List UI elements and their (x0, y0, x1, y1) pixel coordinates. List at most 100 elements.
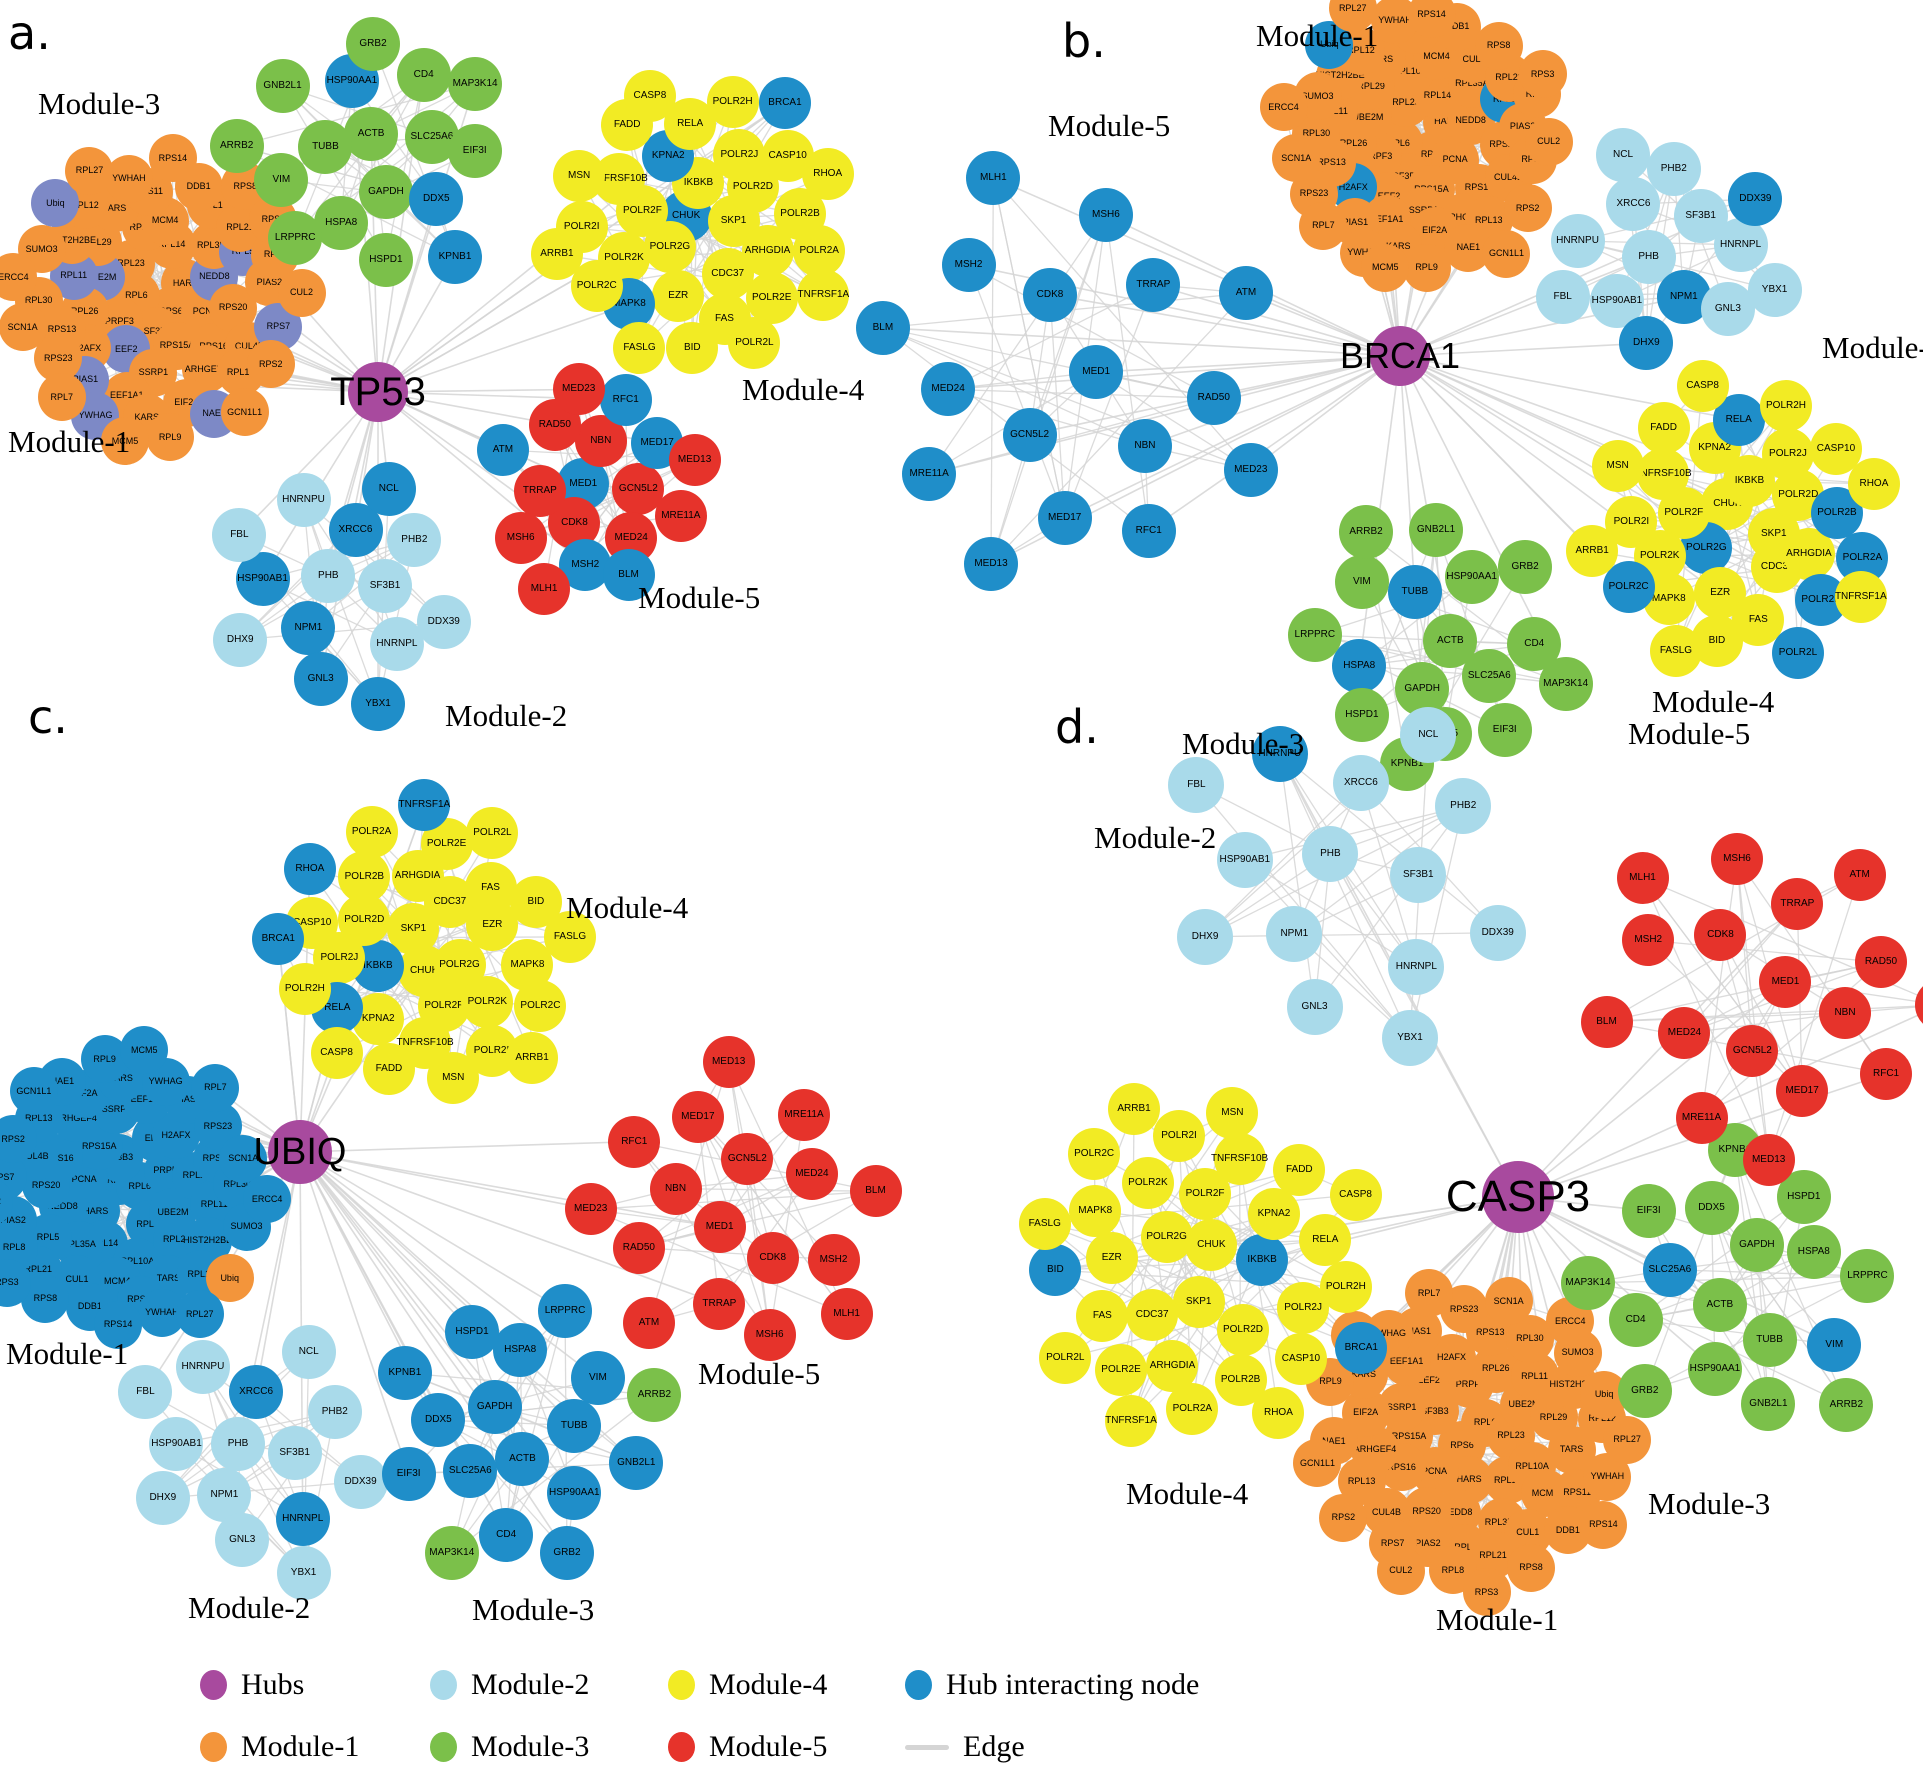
legend-swatch-module-5 (668, 1732, 695, 1762)
edge (1683, 904, 1798, 1034)
edge (1279, 753, 1411, 1039)
legend-item: Module-2 (430, 1668, 589, 1702)
legend-swatch-module-3 (430, 1732, 457, 1762)
edge (1204, 782, 1362, 938)
edge (1244, 859, 1417, 968)
legend-label: Module-5 (709, 1730, 828, 1763)
legend-item: Module-4 (668, 1668, 827, 1702)
edge (377, 388, 579, 393)
edge (1314, 634, 1490, 677)
legend-swatch-module-2 (430, 1670, 457, 1700)
legend-label: Edge (963, 1730, 1025, 1763)
panel-letter: a. (8, 6, 51, 60)
edge (1719, 934, 1803, 1092)
edge (1738, 419, 1759, 621)
edge (299, 1151, 410, 1474)
edge (469, 1310, 566, 1472)
edge (385, 74, 425, 260)
edge (299, 1151, 591, 1211)
edge (299, 1151, 473, 1333)
edge (1606, 961, 1882, 1023)
legend-item: Module-1 (200, 1730, 359, 1764)
edge (1399, 342, 1647, 357)
legend-label: Hubs (241, 1668, 305, 1701)
legend-item: Edge (905, 1730, 1025, 1764)
legend-item: Hub interacting node (905, 1668, 1199, 1702)
edge (281, 85, 387, 261)
edge (1648, 939, 1882, 964)
edge (1148, 355, 1401, 532)
edge (1105, 215, 1150, 531)
legend-label: Hub interacting node (946, 1668, 1200, 1701)
edge (990, 177, 994, 565)
legend-item: Module-5 (668, 1730, 827, 1764)
legend-label: Module-1 (241, 1730, 360, 1763)
edge (990, 292, 1247, 565)
edge (882, 327, 1252, 471)
edge (1205, 932, 1498, 938)
edge (1409, 806, 1464, 1039)
edge (1399, 355, 1452, 642)
edge (1029, 215, 1107, 435)
edge (1399, 256, 1649, 357)
edge (928, 355, 1401, 475)
edge (1360, 782, 1417, 968)
edge (1517, 981, 1786, 1198)
edge (638, 1113, 805, 1249)
edge (1714, 447, 1759, 621)
edge (992, 177, 1066, 519)
edge (1250, 355, 1401, 471)
legend-label: Module-2 (471, 1668, 590, 1701)
edge (299, 1151, 720, 1305)
edge (1517, 1196, 1716, 1370)
edge (728, 1062, 771, 1335)
edge (299, 1151, 599, 1380)
network-node: SCN1A (0, 303, 47, 352)
edge (1399, 355, 1593, 552)
edge (967, 264, 1066, 519)
legend-label: Module-3 (471, 1730, 590, 1763)
legend-swatch-hub-interacting-node (905, 1670, 932, 1700)
edge (255, 1151, 301, 1392)
edge (1711, 1207, 1835, 1346)
edge (1049, 293, 1401, 357)
edge (299, 1151, 575, 1427)
edge (1517, 1012, 1923, 1198)
edge (1153, 283, 1401, 357)
edge (882, 326, 1401, 357)
edge (1736, 858, 1754, 1052)
edge (1064, 284, 1154, 519)
edge (1577, 240, 1775, 291)
edge (1635, 1318, 1835, 1346)
edge (299, 1151, 566, 1312)
edge (162, 1480, 361, 1499)
edge (1517, 903, 1798, 1198)
edge (299, 1151, 496, 1408)
edge (1700, 858, 1738, 1118)
edge (1399, 355, 1416, 593)
edge (1279, 753, 1499, 934)
edge (1279, 753, 1316, 1008)
edge (302, 499, 379, 704)
edge (1144, 355, 1401, 447)
edge (299, 1151, 568, 1554)
edge (1635, 1196, 1805, 1321)
legend-item: Hubs (200, 1668, 304, 1702)
network-node: RPS14 (148, 134, 197, 183)
edge (299, 1151, 720, 1228)
edge (1736, 858, 1887, 1075)
edge (990, 215, 1107, 565)
edge (299, 970, 425, 1153)
edge (1064, 355, 1401, 519)
edge (1096, 355, 1401, 373)
edge (882, 327, 1146, 447)
edge (968, 264, 1215, 399)
edge (1768, 874, 1861, 1160)
edge (377, 391, 586, 566)
edge (675, 1187, 876, 1192)
edge (299, 1140, 635, 1153)
legend-swatch-hubs (200, 1670, 227, 1700)
edge (377, 303, 630, 393)
